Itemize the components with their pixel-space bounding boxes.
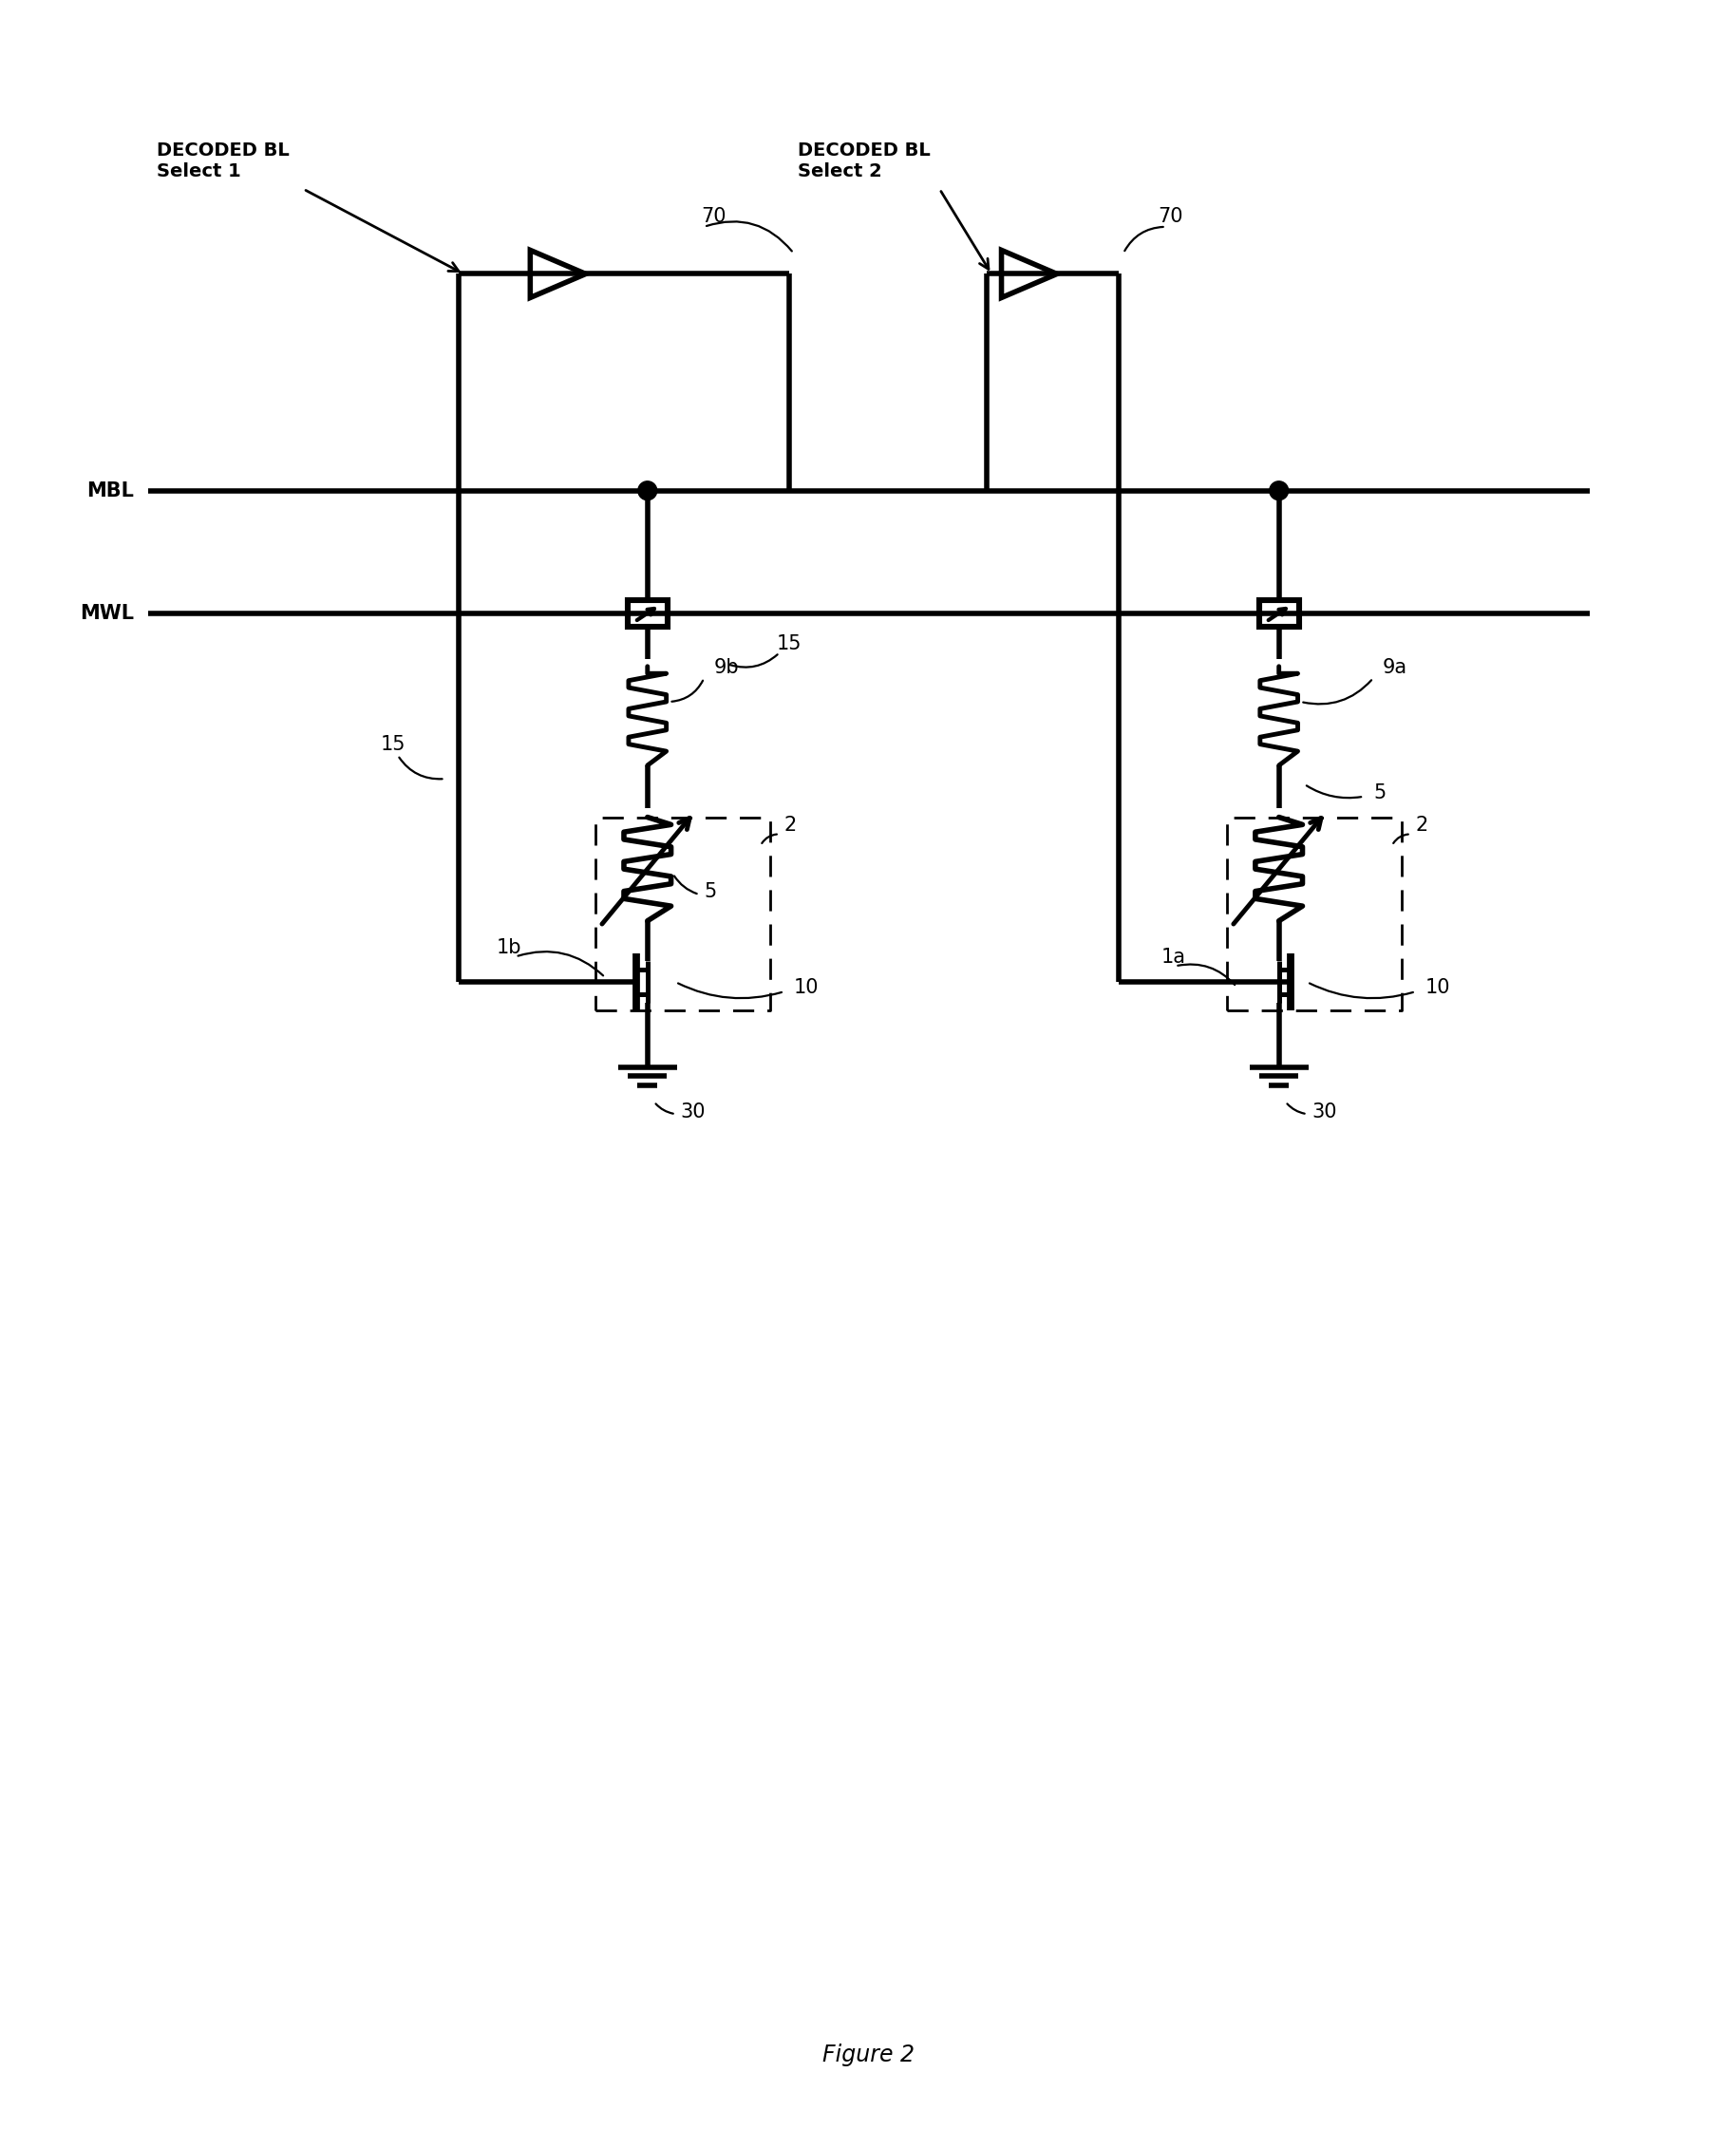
Text: 15: 15 [776,634,802,653]
Text: 30: 30 [681,1102,705,1121]
Text: 30: 30 [1312,1102,1337,1121]
Bar [1259,599,1299,627]
Text: 2: 2 [785,816,797,836]
Text: 5: 5 [1373,784,1385,801]
Circle shape [639,481,656,500]
Text: Figure 2: Figure 2 [821,2043,915,2066]
Text: 70: 70 [1158,206,1184,226]
Text: 10: 10 [793,977,819,997]
Text: 1b: 1b [496,939,523,958]
Circle shape [1269,481,1288,500]
Text: MBL: MBL [87,481,134,500]
Text: MWL: MWL [80,604,134,623]
Text: 1a: 1a [1161,947,1186,967]
Text: 9a: 9a [1382,657,1408,677]
Bar [628,599,667,627]
Text: 5: 5 [705,883,717,902]
Text: 70: 70 [701,206,726,226]
Text: 10: 10 [1425,977,1450,997]
Text: 15: 15 [380,735,406,754]
Text: 2: 2 [1415,816,1429,836]
Text: 9b: 9b [713,657,740,677]
Text: DECODED BL
Select 2: DECODED BL Select 2 [799,142,930,180]
Text: DECODED BL
Select 1: DECODED BL Select 1 [156,142,290,180]
